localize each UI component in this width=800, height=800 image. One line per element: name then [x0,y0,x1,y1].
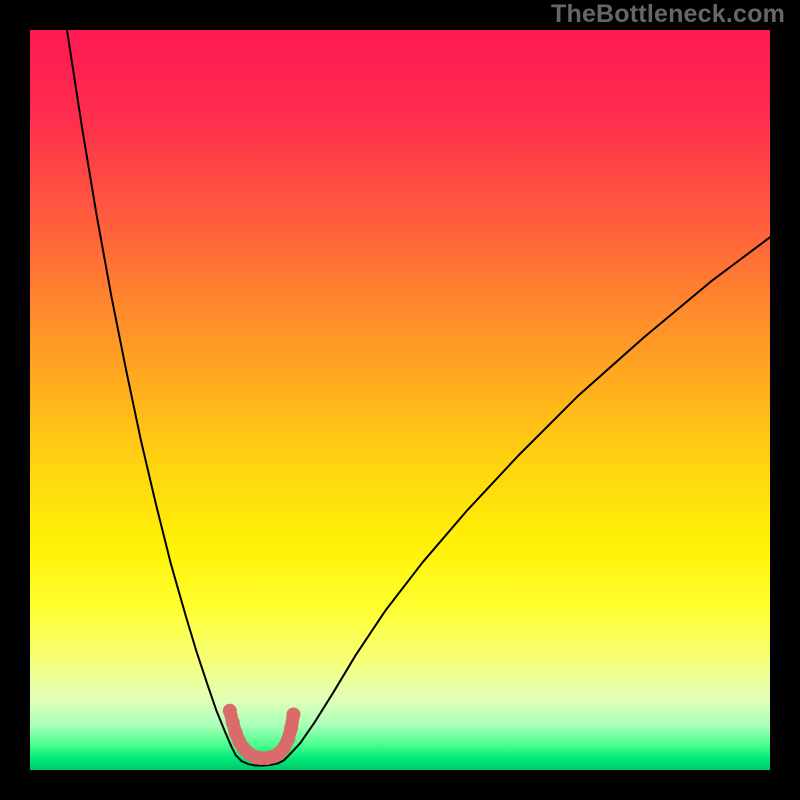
watermark-text: TheBottleneck.com [551,0,785,29]
chart-background [30,30,770,770]
bottleneck-chart [30,30,770,770]
chart-svg [30,30,770,770]
